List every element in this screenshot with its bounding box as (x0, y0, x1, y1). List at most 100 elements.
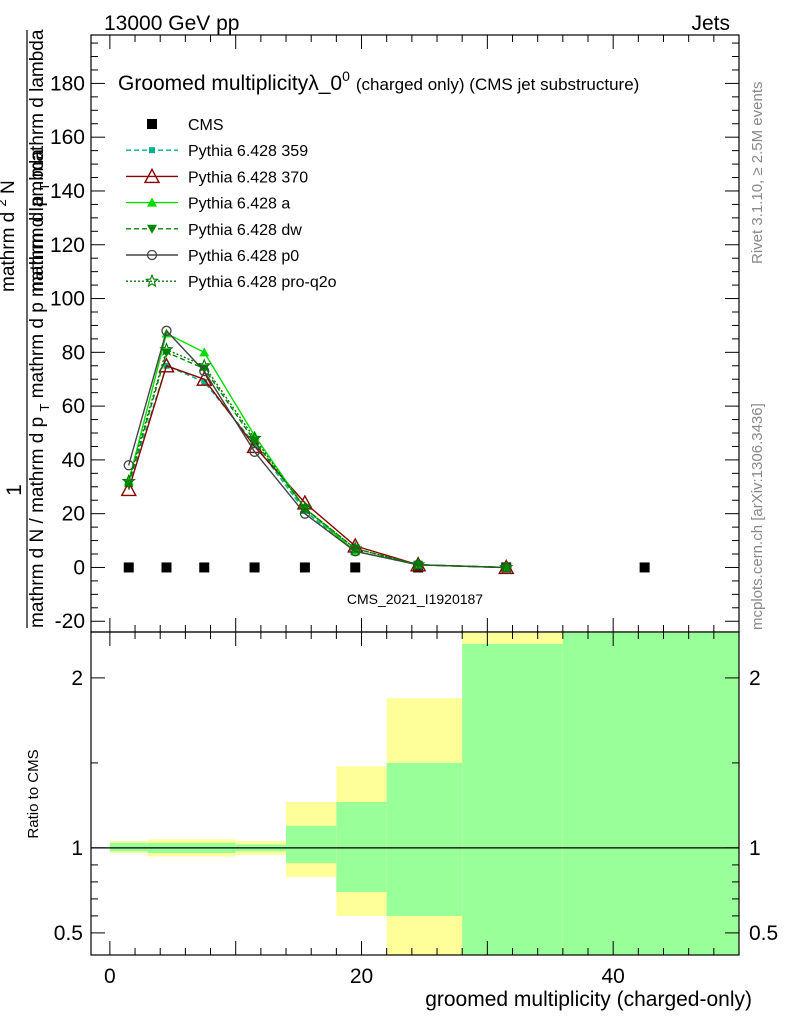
series-pq2o (121, 342, 514, 574)
rivet-label: Rivet 3.1.10, ≥ 2.5M events (749, 82, 766, 265)
ylabel-num-mid: mathrm d p (27, 196, 48, 292)
ylabel-num-b: N (0, 180, 19, 194)
data-point-pq2o (121, 473, 136, 488)
ratio-ytick-label: 0.5 (54, 922, 83, 945)
series-pa (123, 328, 512, 572)
legend-label: Pythia 6.428 pro-q2o (188, 274, 337, 291)
legend-marker-cms (147, 119, 157, 129)
ylabel-num-sup: 2 (0, 199, 9, 206)
main-ytick-label: 40 (62, 449, 85, 472)
ratio-ytick-label: 0.5 (749, 922, 778, 945)
data-point-p370 (120, 480, 137, 497)
ratio-band-green (462, 643, 563, 955)
main-ytick-label: 140 (50, 180, 85, 203)
main-ylabel: 1 mathrm d N / mathrm d p T mathrm d p m… (0, 29, 54, 628)
series-pdw (123, 348, 512, 573)
ratio-xtick-label: 0 (104, 965, 116, 988)
series-cms (123, 562, 650, 573)
ratio-ytick-label: 1 (71, 837, 83, 860)
series-line-pp0 (128, 329, 507, 569)
data-point-pp0 (249, 446, 260, 457)
ratio-band-green (286, 825, 337, 864)
ylabel-one: 1 (3, 484, 26, 496)
watermark: CMS_2021_I1920187 (347, 591, 483, 607)
data-point-pa (199, 347, 210, 357)
legend-marker-p370 (143, 167, 161, 184)
data-point-pp0 (161, 325, 172, 336)
data-point-cms (249, 562, 260, 573)
legend-marker-pq2o (144, 273, 160, 288)
main-ytick-label: 180 (50, 72, 85, 95)
ratio-ylabel: Ratio to CMS (25, 749, 42, 838)
main-ytick-label: 100 (50, 288, 85, 311)
data-point-pq2o (159, 342, 174, 356)
series-p359 (125, 362, 510, 571)
series-line-pq2o (128, 348, 507, 569)
ratio-ytick-label: 2 (71, 667, 83, 690)
ylabel-den-c: mathrm d lambda (27, 149, 48, 297)
series-line-pa (128, 332, 507, 569)
data-point-pq2o (197, 358, 212, 372)
ylabel-num-end: mathrm d lambda (27, 29, 48, 177)
data-point-p370 (196, 370, 213, 386)
svg-text:mathrm d N / mathrm d p: mathrm d N / mathrm d p T mathrm d p mat… (27, 149, 54, 628)
main-panel: -20 0 20 40 60 80 100 120 140 160 180 Groomed multi… (50, 34, 740, 633)
main-ytick-label: 20 (62, 503, 85, 526)
main-ytick-label: 0 (73, 556, 85, 579)
series-line-p359 (128, 364, 507, 569)
series-pp0 (123, 325, 512, 573)
ratio-band-green (109, 842, 148, 852)
legend-label: Pythia 6.428 p0 (188, 248, 299, 265)
xlabel: groomed multiplicity (charged-only) (425, 988, 752, 1011)
ylabel-den-b: mathrm d p (27, 302, 48, 398)
data-point-p359 (201, 378, 208, 385)
ratio-xtick-label: 20 (350, 965, 373, 988)
data-point-cms (123, 562, 134, 573)
data-point-pq2o (297, 500, 313, 515)
main-ytick-label: -20 (55, 610, 85, 633)
data-point-cms (639, 562, 650, 573)
main-ytick-label: 60 (62, 395, 85, 418)
ratio-band-green (386, 762, 463, 916)
main-ytick-label: 120 (50, 234, 85, 257)
data-point-cms (350, 562, 361, 573)
legend-label: Pythia 6.428 370 (188, 169, 308, 186)
ylabel-num-mid-sub: T (37, 183, 52, 191)
chart-title: Groomed multiplicityλ_00 (charged only) (… (118, 68, 639, 95)
svg-text:mathrm d p T mathr: mathrm d p T mathrm d lambda (27, 29, 54, 292)
data-point-cms (199, 562, 210, 573)
main-ytick-label: 160 (50, 126, 85, 149)
data-point-pq2o (410, 557, 426, 571)
legend-marker-pa (147, 197, 157, 207)
header-left: 13000 GeV pp (104, 12, 239, 35)
ylabel-den-sub: T (37, 404, 52, 412)
ratio-ytick-label: 2 (749, 667, 761, 690)
ratio-panel: 0 20 40 0.5 0.5 1 1 2 2 (54, 631, 778, 988)
ratio-band-green (562, 632, 739, 955)
header-right: Jets (691, 12, 730, 35)
ratio-ytick-label: 1 (749, 837, 761, 860)
legend: CMS Pythia 6.428 359 Pythia 6.428 370 Pythi… (126, 117, 337, 291)
ratio-frame (90, 631, 740, 956)
data-point-pp0 (350, 546, 361, 557)
ylabel-den-a: mathrm d N / mathrm d p (27, 417, 48, 628)
data-point-pq2o (247, 430, 262, 445)
legend-marker-p359 (149, 147, 155, 154)
series-p370 (120, 357, 515, 575)
ratio-band-green (336, 802, 387, 893)
data-point-pq2o (348, 541, 363, 555)
legend-marker-pdw (147, 224, 157, 234)
svg-text:mathrm d 2 N: mathrm d 2 N (0, 180, 19, 292)
legend-label: CMS (188, 117, 224, 134)
data-point-cms (161, 562, 172, 573)
legend-label: Pythia 6.428 a (188, 196, 290, 213)
legend-marker-pp0 (146, 249, 158, 261)
data-point-cms (299, 562, 310, 573)
data-point-pq2o (499, 560, 514, 574)
mcplots-label: mcplots.cern.ch [arXiv:1306.3436] (749, 403, 766, 630)
legend-label: Pythia 6.428 359 (188, 143, 308, 160)
series-line-p370 (128, 364, 507, 569)
legend-label: Pythia 6.428 dw (188, 222, 302, 239)
series-line-pdw (128, 351, 507, 569)
